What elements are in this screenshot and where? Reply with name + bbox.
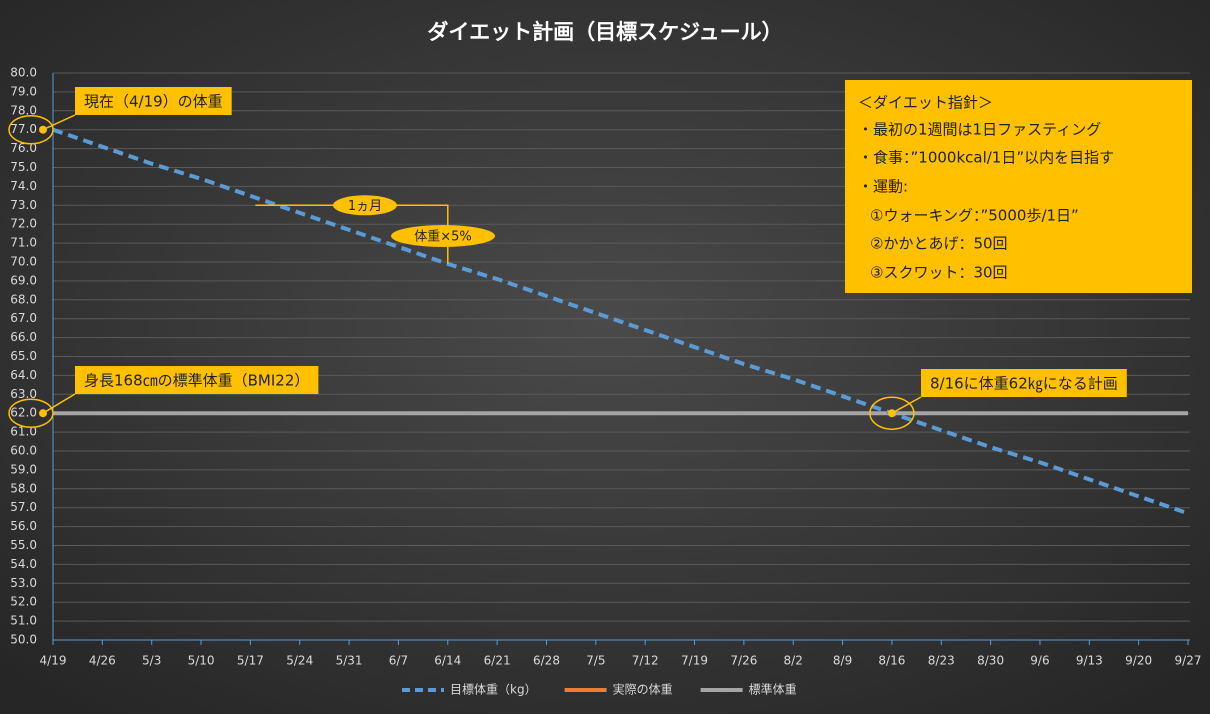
x-tick-label: 6/14 <box>434 654 461 668</box>
callout-pointer <box>42 393 76 414</box>
y-tick-label: 76.0 <box>10 141 37 155</box>
guide-line: ③スクワット：30回 <box>870 264 1008 282</box>
bracket-label: 1ヵ月 <box>348 199 382 214</box>
y-tick-label: 63.0 <box>10 387 37 401</box>
legend: 目標体重（kg） 実際の体重 標準体重 <box>402 682 797 697</box>
y-tick-label: 61.0 <box>10 425 37 439</box>
y-tick-label: 50.0 <box>10 633 37 647</box>
guide-line: ②かかとあげ：50回 <box>870 235 1008 253</box>
y-tick-label: 75.0 <box>10 160 37 174</box>
highlight-ring <box>8 398 54 428</box>
callout-label: 8/16に体重62㎏になる計画 <box>930 375 1118 393</box>
y-tick-label: 54.0 <box>10 557 37 571</box>
y-tick-label: 68.0 <box>10 292 37 306</box>
y-tick-label: 57.0 <box>10 500 37 514</box>
y-tick-label: 79.0 <box>10 84 37 98</box>
y-tick-label: 60.0 <box>10 444 37 458</box>
x-tick-label: 5/17 <box>237 654 264 668</box>
guide-line: ・運動: <box>858 178 908 196</box>
x-tick-label: 5/24 <box>286 654 313 668</box>
callout-box <box>75 87 232 115</box>
x-tick-label: 7/26 <box>730 654 757 668</box>
guide-box <box>845 80 1192 293</box>
x-tick-label: 6/21 <box>484 654 511 668</box>
guide-line: ①ウォーキング：”5000歩/1日” <box>870 207 1079 225</box>
callout-label: 現在（4/19）の体重 <box>84 93 223 111</box>
y-tick-label: 51.0 <box>10 614 37 628</box>
legend-label: 目標体重（kg） <box>450 683 537 697</box>
x-tick-label: 6/28 <box>533 654 560 668</box>
y-tick-label: 77.0 <box>10 122 37 136</box>
y-tick-label: 58.0 <box>10 481 37 495</box>
x-tick-label: 5/3 <box>142 654 161 668</box>
y-tick-label: 78.0 <box>10 103 37 117</box>
chart-title: ダイエット計画（目標スケジュール） <box>427 20 782 44</box>
x-tick-label: 4/26 <box>89 654 116 668</box>
x-tick-label: 7/5 <box>586 654 605 668</box>
y-tick-label: 64.0 <box>10 368 37 382</box>
y-tick-label: 66.0 <box>10 330 37 344</box>
y-tick-label: 65.0 <box>10 349 37 363</box>
callout-pointer <box>891 396 922 414</box>
y-tick-label: 69.0 <box>10 273 37 287</box>
callout-pointer <box>42 114 76 131</box>
x-tick-label: 9/27 <box>1175 654 1202 668</box>
x-tick-label: 6/7 <box>389 654 408 668</box>
x-tick-label: 8/2 <box>784 654 803 668</box>
plot <box>52 127 1189 516</box>
bracket-label: 体重×5% <box>414 229 472 245</box>
guide-line: ・最初の1週間は1日ファスティング <box>858 121 1101 139</box>
y-tick-label: 72.0 <box>10 217 37 231</box>
x-tick-label: 8/23 <box>928 654 955 668</box>
guide-title: ＜ダイエット指針＞ <box>858 94 993 112</box>
highlight-ring <box>8 114 54 145</box>
y-tick-label: 56.0 <box>10 519 37 533</box>
x-tick-label: 7/19 <box>681 654 708 668</box>
series-line <box>52 127 1189 516</box>
y-tick-label: 73.0 <box>10 198 37 212</box>
annotations: ＜ダイエット指針＞ ・最初の1週間は1日ファスティング ・食事：”1000kca… <box>8 80 1192 430</box>
highlight-ring <box>869 396 915 430</box>
callout-dot <box>39 409 47 418</box>
y-tick-label: 55.0 <box>10 538 37 552</box>
grid: 50.0 51.0 52.0 53.0 54.0 55.0 56.0 57.0 58.0 59.0… <box>10 66 1201 668</box>
y-tick-label: 67.0 <box>10 311 37 325</box>
y-tick-label: 59.0 <box>10 462 37 476</box>
x-tick-label: 8/16 <box>878 654 905 668</box>
y-tick-label: 71.0 <box>10 236 37 250</box>
bracket-label-bg <box>391 225 495 247</box>
bracket-label-bg <box>333 195 397 216</box>
x-tick-label: 4/19 <box>40 654 67 668</box>
x-tick-label: 5/31 <box>336 654 363 668</box>
x-tick-label: 7/12 <box>632 654 659 668</box>
callout-dot <box>887 409 896 418</box>
y-tick-label: 74.0 <box>10 179 37 193</box>
x-tick-label: 8/30 <box>977 654 1004 668</box>
x-tick-label: 8/9 <box>833 654 852 668</box>
x-tick-label: 9/13 <box>1076 654 1103 668</box>
x-tick-label: 5/10 <box>188 654 215 668</box>
callout-dot <box>39 125 47 134</box>
y-tick-label: 80.0 <box>10 66 37 80</box>
x-tick-label: 9/6 <box>1030 654 1049 668</box>
y-tick-label: 70.0 <box>10 255 37 269</box>
y-tick-label: 53.0 <box>10 576 37 590</box>
legend-label: 標準体重 <box>749 682 797 697</box>
y-tick-label: 62.0 <box>10 406 37 420</box>
legend-label: 実際の体重 <box>613 682 673 697</box>
callout-label: 身長168㎝の標準体重（BMI22） <box>84 372 309 390</box>
x-tick-label: 9/20 <box>1125 654 1152 668</box>
guide-line: ・食事：”1000kcal/1日”以内を目指す <box>858 149 1114 167</box>
callout-box <box>75 366 319 394</box>
callout-box <box>921 369 1127 397</box>
y-tick-label: 52.0 <box>10 595 37 609</box>
